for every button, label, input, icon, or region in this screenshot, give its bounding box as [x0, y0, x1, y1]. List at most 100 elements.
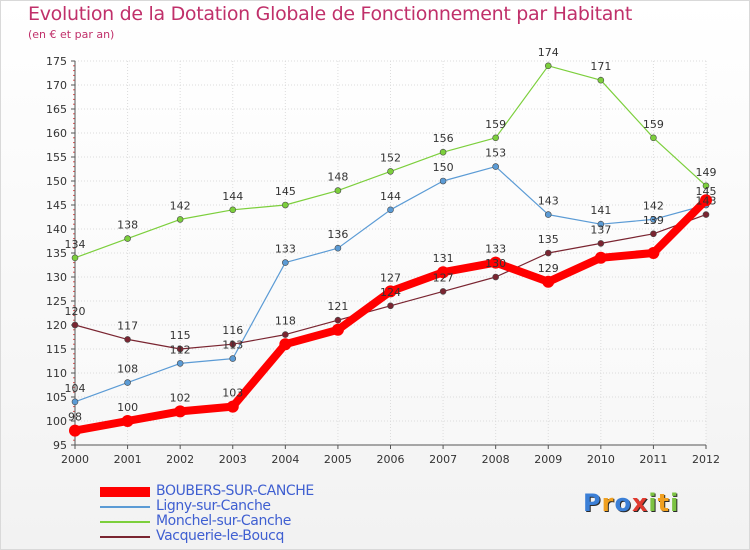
legend-item-monchel-sur-canche: Monchel-sur-Canche — [100, 514, 360, 529]
data-point-ligny-sur-canche — [124, 379, 131, 386]
data-point-monchel-sur-canche — [387, 168, 394, 175]
data-label-monchel-sur-canche: 145 — [275, 185, 296, 198]
data-label-vacquerie-le-boucq: 135 — [538, 233, 559, 246]
x-tick-label: 2008 — [482, 453, 510, 466]
data-point-monchel-sur-canche — [650, 134, 657, 142]
data-point-monchel-sur-canche — [124, 235, 131, 242]
data-label-monchel-sur-canche: 159 — [485, 118, 506, 131]
data-point-monchel-sur-canche — [334, 187, 342, 194]
data-label-ligny-sur-canche: 113 — [222, 339, 243, 352]
chart-subtitle: (en € et par an) — [28, 28, 115, 41]
x-tick-label: 2011 — [639, 453, 667, 466]
y-tick-label: 155 — [46, 151, 67, 164]
data-point-boubers-sur-canche — [121, 415, 134, 427]
data-label-boubers-sur-canche: 127 — [380, 271, 401, 284]
y-tick-label: 135 — [46, 247, 67, 260]
data-label-boubers-sur-canche: 103 — [222, 387, 243, 400]
x-tick-label: 2002 — [166, 453, 194, 466]
y-tick-label: 175 — [46, 55, 67, 68]
data-label-vacquerie-le-boucq: 137 — [590, 223, 611, 236]
data-label-vacquerie-le-boucq: 139 — [643, 214, 664, 227]
data-label-monchel-sur-canche: 134 — [65, 238, 86, 251]
data-point-vacquerie-le-boucq — [439, 288, 447, 295]
y-tick-label: 140 — [46, 223, 67, 236]
data-point-ligny-sur-canche — [71, 398, 79, 406]
chart-title: Evolution de la Dotation Globale de Fonc… — [28, 3, 633, 25]
data-point-vacquerie-le-boucq — [124, 336, 131, 343]
data-label-ligny-sur-canche: 143 — [538, 195, 559, 208]
data-label-boubers-sur-canche: 129 — [538, 262, 559, 275]
x-tick-label: 2005 — [324, 453, 352, 466]
data-point-ligny-sur-canche — [176, 360, 184, 367]
y-tick-label: 165 — [46, 103, 67, 116]
x-tick-label: 2000 — [61, 453, 89, 466]
y-tick-label: 145 — [46, 199, 67, 212]
data-label-boubers-sur-canche: 98 — [68, 411, 82, 424]
data-label-ligny-sur-canche: 133 — [275, 243, 296, 256]
data-point-boubers-sur-canche — [279, 338, 292, 351]
data-label-monchel-sur-canche: 142 — [170, 199, 191, 212]
y-tick-label: 150 — [46, 175, 67, 188]
legend: BOUBERS-SUR-CANCHE Ligny-sur-Canche Monche… — [100, 484, 360, 544]
data-point-monchel-sur-canche — [544, 62, 552, 70]
legend-item-ligny-sur-canche: Ligny-sur-Canche — [100, 499, 360, 514]
data-point-ligny-sur-canche — [544, 211, 552, 218]
data-point-vacquerie-le-boucq — [597, 240, 605, 247]
data-label-vacquerie-le-boucq: 143 — [696, 195, 717, 208]
legend-label: Ligny-sur-Canche — [156, 498, 271, 514]
data-point-vacquerie-le-boucq — [71, 321, 79, 329]
data-label-ligny-sur-canche: 112 — [170, 343, 191, 356]
legend-swatch — [100, 505, 150, 508]
data-point-monchel-sur-canche — [71, 254, 79, 262]
legend-swatch — [100, 520, 150, 523]
data-point-boubers-sur-canche — [542, 275, 555, 288]
data-point-monchel-sur-canche — [702, 182, 710, 190]
axes — [71, 60, 707, 449]
data-label-monchel-sur-canche: 148 — [327, 171, 348, 184]
logo-letter: t — [657, 489, 671, 517]
data-point-vacquerie-le-boucq — [176, 345, 184, 353]
data-point-boubers-sur-canche — [594, 251, 607, 264]
data-point-ligny-sur-canche — [492, 163, 499, 170]
data-point-vacquerie-le-boucq — [229, 340, 237, 348]
data-label-boubers-sur-canche: 102 — [170, 391, 191, 404]
data-label-monchel-sur-canche: 138 — [117, 219, 138, 232]
data-label-vacquerie-le-boucq: 116 — [222, 324, 243, 337]
data-label-vacquerie-le-boucq: 127 — [433, 271, 454, 284]
x-tick-label: 2012 — [692, 453, 720, 466]
data-point-boubers-sur-canche — [489, 256, 502, 269]
legend-swatch — [100, 535, 150, 538]
logo-letter: i — [648, 489, 658, 517]
data-label-vacquerie-le-boucq: 124 — [380, 286, 401, 299]
data-point-ligny-sur-canche — [387, 206, 394, 214]
data-point-ligny-sur-canche — [282, 259, 289, 266]
legend-label: Vacquerie-le-Boucq — [156, 528, 284, 544]
data-point-monchel-sur-canche — [492, 134, 499, 142]
logo-letter: r — [601, 489, 615, 517]
data-point-boubers-sur-canche — [174, 405, 187, 418]
data-label-monchel-sur-canche: 159 — [643, 118, 664, 131]
data-point-ligny-sur-canche — [334, 244, 342, 252]
proxiti-logo: Proxiti — [583, 489, 679, 517]
data-point-ligny-sur-canche — [439, 177, 447, 185]
data-label-ligny-sur-canche: 144 — [380, 190, 401, 203]
x-tick-label: 2006 — [377, 453, 405, 466]
data-point-ligny-sur-canche — [597, 220, 605, 228]
y-tick-label: 115 — [46, 343, 67, 356]
data-point-monchel-sur-canche — [439, 148, 447, 156]
x-tick-label: 2007 — [429, 453, 457, 466]
x-tick-label: 2010 — [587, 453, 615, 466]
logo-letter: x — [631, 489, 649, 517]
data-label-ligny-sur-canche: 104 — [65, 382, 86, 395]
data-point-monchel-sur-canche — [229, 206, 237, 214]
y-tick-label: 160 — [46, 127, 67, 140]
data-label-boubers-sur-canche: 131 — [433, 252, 454, 265]
data-point-vacquerie-le-boucq — [702, 211, 710, 218]
x-tick-label: 2001 — [114, 453, 142, 466]
data-point-vacquerie-le-boucq — [334, 316, 342, 324]
data-point-boubers-sur-canche — [331, 323, 344, 336]
data-label-monchel-sur-canche: 156 — [433, 132, 454, 145]
data-point-ligny-sur-canche — [229, 355, 237, 362]
data-label-monchel-sur-canche: 152 — [380, 151, 401, 164]
data-point-vacquerie-le-boucq — [387, 302, 394, 310]
